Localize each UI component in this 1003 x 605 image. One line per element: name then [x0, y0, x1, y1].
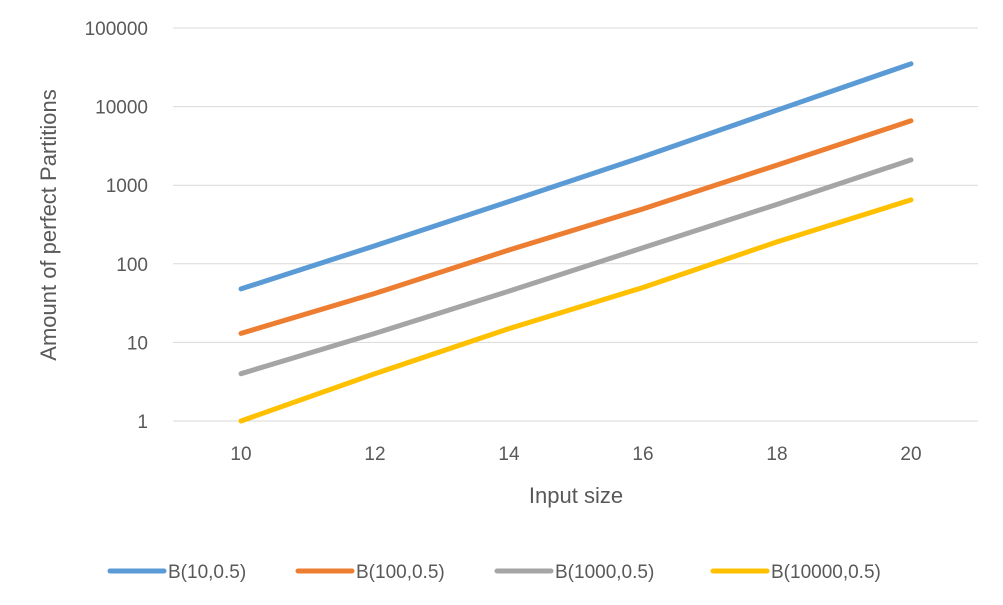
- y-tick-label: 1: [137, 412, 148, 433]
- legend-label: B(100,0.5): [356, 562, 445, 583]
- y-tick-label: 10: [127, 333, 148, 354]
- y-tick-label: 1000: [106, 176, 148, 197]
- series-lines: [238, 61, 914, 424]
- x-tick-label: 14: [498, 444, 520, 465]
- legend-label: B(10,0.5): [168, 562, 246, 583]
- legend: B(10,0.5) B(100,0.5) B(1000,0.5) B(10000,0.…: [107, 562, 881, 583]
- y-axis-title: Amount of perfect Partitions: [36, 89, 61, 360]
- x-tick-label: 18: [766, 444, 787, 465]
- y-axis-ticks: 1 10 100 1000 10000 100000: [85, 19, 148, 433]
- x-tick-label: 12: [364, 444, 385, 465]
- x-axis-title: Input size: [529, 483, 623, 508]
- y-tick-label: 100: [116, 255, 148, 276]
- y-tick-label: 100000: [85, 19, 148, 40]
- y-tick-label: 10000: [95, 98, 148, 119]
- gridlines: [173, 27, 978, 422]
- series-line: [238, 61, 914, 292]
- x-tick-label: 16: [632, 444, 653, 465]
- x-tick-label: 20: [900, 444, 921, 465]
- x-tick-label: 10: [230, 444, 251, 465]
- series-line: [238, 118, 914, 336]
- series-line: [238, 197, 914, 424]
- x-axis-ticks: 10 12 14 16 18 20: [230, 444, 921, 465]
- legend-label: B(1000,0.5): [555, 562, 654, 583]
- legend-label: B(10000,0.5): [771, 562, 881, 583]
- series-line: [238, 157, 914, 377]
